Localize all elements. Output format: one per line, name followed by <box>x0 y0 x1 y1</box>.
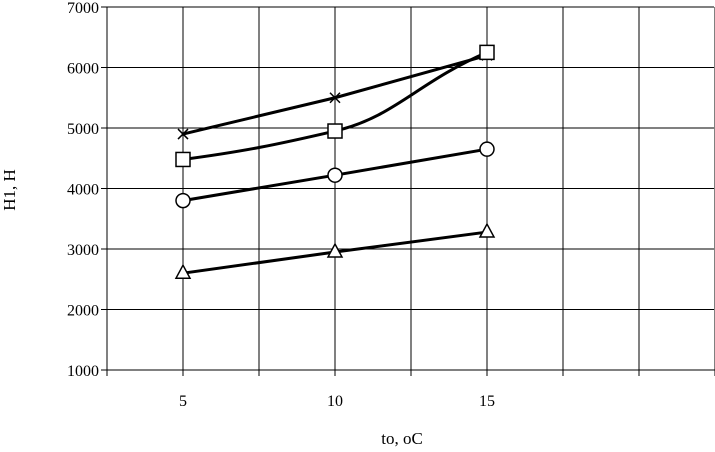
axes <box>101 6 715 376</box>
y-tick-label: 3000 <box>67 242 99 259</box>
data-point-triangle <box>478 222 496 238</box>
series-group <box>174 44 496 279</box>
x-tick-label: 10 <box>327 393 343 410</box>
y-tick-label: 7000 <box>67 0 99 17</box>
data-point-cross <box>329 92 341 104</box>
x-axis-label: to, oC <box>381 429 423 448</box>
data-point-square <box>479 44 495 61</box>
data-point-square <box>327 123 343 139</box>
x-tick-label: 15 <box>479 393 495 410</box>
data-point-circle <box>175 192 191 209</box>
data-point-square <box>175 151 191 168</box>
data-point-triangle <box>326 242 344 258</box>
y-tick-label: 2000 <box>67 303 99 320</box>
y-tick-label: 5000 <box>67 121 99 138</box>
data-point-circle <box>327 167 343 183</box>
data-point-cross <box>177 128 189 140</box>
grid-lines <box>107 6 715 371</box>
data-point-triangle <box>174 263 192 279</box>
y-tick-label: 1000 <box>67 363 99 380</box>
tick-labels: 1000 2000 3000 4000 5000 6000 7000 5 10 15 <box>67 0 495 410</box>
y-tick-label: 4000 <box>67 182 99 199</box>
y-tick-label: 6000 <box>67 61 99 78</box>
y-axis-label: H1, H <box>0 169 19 211</box>
x-tick-label: 5 <box>179 393 187 410</box>
data-point-circle <box>479 141 495 157</box>
